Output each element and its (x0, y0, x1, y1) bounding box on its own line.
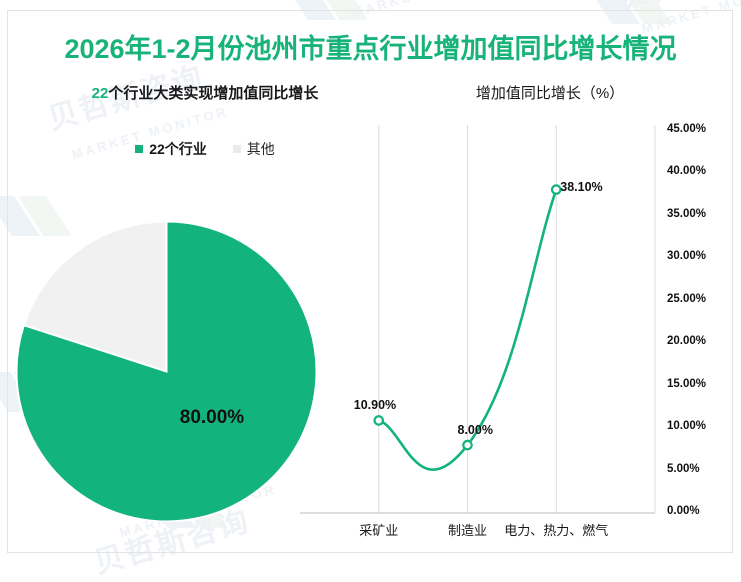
y-axis-tick-label: 15.00% (667, 377, 707, 390)
y-axis-tick-label: 5.00% (667, 462, 700, 475)
legend-label-22-industries: 22个行业 (149, 141, 207, 157)
data-point-label: 8.00% (457, 423, 493, 438)
legend-swatch-gray (232, 145, 241, 153)
pie-subtitle-rest: 个行业大类实现增加值同比增长 (108, 85, 319, 102)
y-axis-tick-label: 0.00% (667, 505, 700, 517)
pie-chart-svg (15, 220, 318, 523)
x-axis-tick-label: 电力、热力、燃气 (504, 523, 609, 538)
pie-slice-22-industries[interactable] (15, 220, 318, 523)
line-chart: 10.90% 8.00% 38.10% 0.00% 5.00% 10.00% 15.00% 2… (290, 118, 710, 538)
y-axis-tick-label: 20.00% (667, 335, 707, 348)
pie-chart (15, 220, 318, 523)
pie-subtitle-highlight: 22 (91, 85, 109, 102)
data-point-label: 10.90% (353, 398, 397, 413)
legend-swatch-green (135, 145, 144, 153)
line-series-path (377, 188, 558, 471)
data-point-marker[interactable] (462, 439, 473, 451)
chart-frame-border (7, 10, 733, 553)
legend-item-22-industries[interactable]: 22个行业 (135, 139, 207, 159)
data-point-marker[interactable] (373, 415, 385, 426)
x-axis-tick-label: 制造业 (447, 523, 487, 538)
legend-label-other: 其他 (246, 141, 275, 157)
y-axis-tick-label: 10.00% (667, 420, 707, 433)
page-title: 2026年1-2月份池州市重点行业增加值同比增长情况 (64, 34, 677, 64)
pie-value-label: 80.00% (179, 407, 245, 428)
x-axis-tick-label: 采矿业 (359, 523, 399, 538)
line-chart-svg (300, 125, 656, 514)
pie-slice-other[interactable] (22, 220, 168, 373)
y-axis-tick-label: 35.00% (667, 207, 707, 220)
y-axis-tick-label: 40.00% (667, 165, 707, 178)
y-axis-tick-label: 30.00% (667, 250, 707, 263)
y-axis-tick-label: 45.00% (667, 123, 707, 135)
legend-item-other[interactable]: 其他 (232, 139, 275, 159)
pie-chart-subtitle: 22个行业大类实现增加值同比增长 (55, 82, 355, 103)
data-point-marker[interactable] (550, 184, 562, 195)
pie-legend: 22个行业 其他 (55, 139, 355, 159)
y-axis-tick-label: 25.00% (667, 292, 707, 305)
data-point-label: 38.10% (560, 179, 603, 194)
line-chart-subtitle: 增加值同比增长（%） (475, 85, 625, 102)
